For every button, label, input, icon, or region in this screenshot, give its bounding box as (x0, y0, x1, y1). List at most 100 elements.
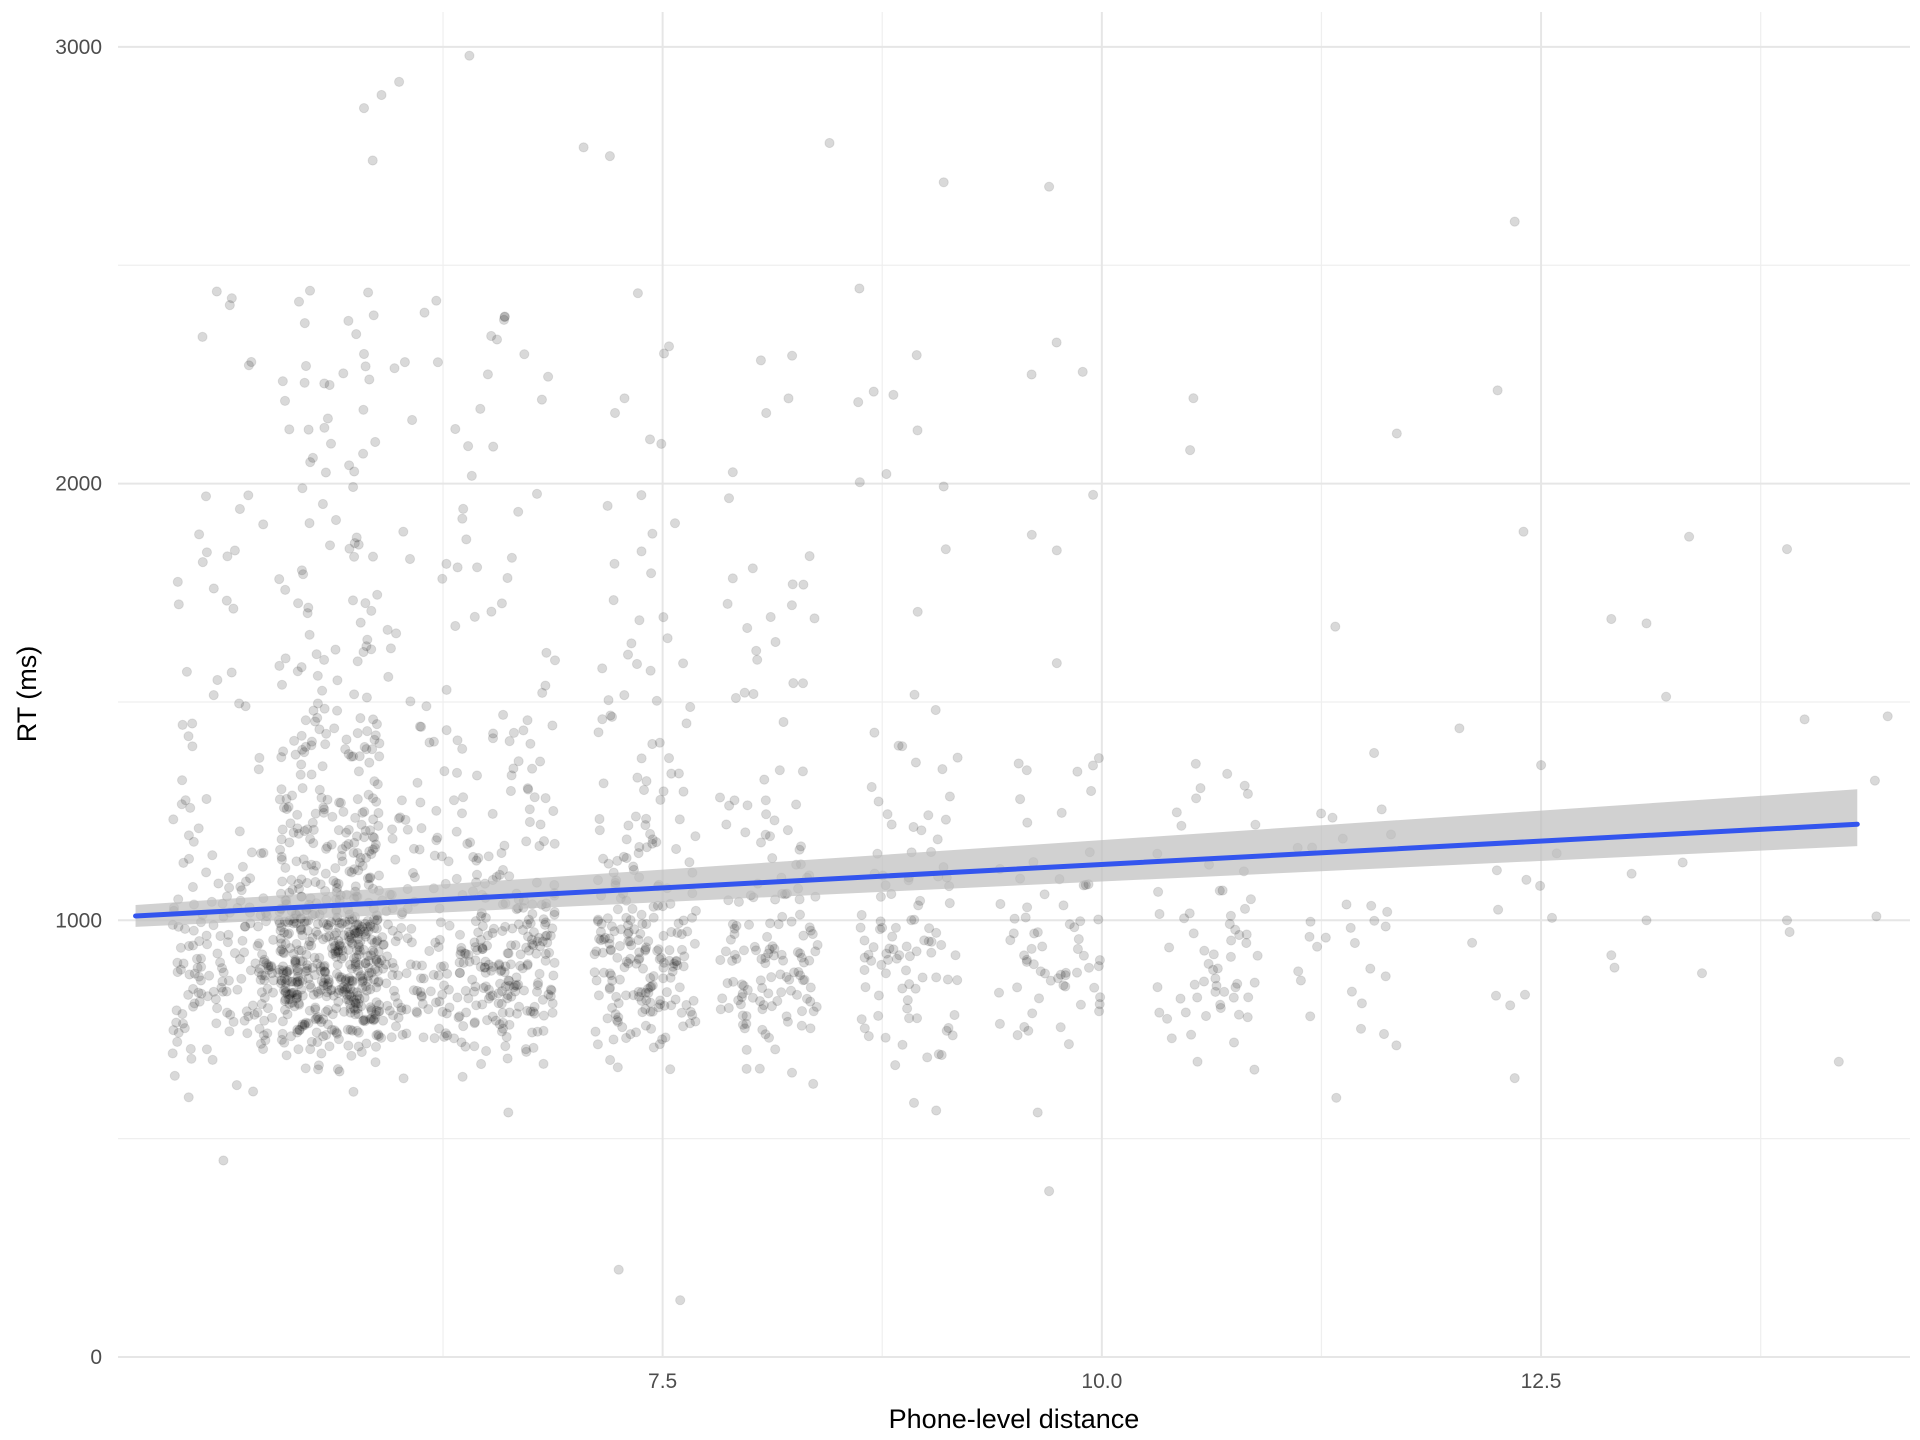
data-point (854, 477, 865, 488)
data-point (471, 855, 482, 866)
data-point (1252, 950, 1263, 961)
data-point (341, 983, 352, 994)
data-point (181, 666, 192, 677)
data-point (534, 968, 545, 980)
data-point (356, 819, 367, 830)
data-point (418, 1032, 429, 1043)
data-point (796, 952, 807, 963)
data-point (222, 551, 233, 562)
data-point (482, 930, 493, 941)
data-point (330, 514, 342, 526)
data-point (528, 940, 539, 951)
data-point (201, 547, 212, 558)
data-point (372, 589, 383, 600)
data-point (336, 983, 347, 994)
data-point (366, 848, 377, 860)
data-point (312, 918, 323, 930)
data-point (881, 948, 892, 959)
data-point (1023, 1025, 1034, 1036)
data-point (261, 958, 272, 969)
data-point (302, 824, 313, 835)
data-point (360, 981, 372, 992)
data-point (197, 557, 208, 568)
data-point (278, 802, 290, 813)
data-point (414, 844, 425, 855)
data-point (294, 1024, 305, 1036)
data-point (336, 953, 347, 964)
data-point (1162, 1013, 1173, 1024)
data-point (457, 743, 468, 755)
data-point (729, 795, 740, 806)
data-point (282, 975, 293, 986)
data-point (1295, 975, 1307, 986)
data-point (1028, 959, 1039, 970)
data-point (532, 980, 543, 991)
data-point (311, 649, 322, 660)
data-point (521, 836, 532, 847)
data-point (280, 977, 291, 989)
data-point (401, 1028, 412, 1039)
data-point (770, 636, 781, 648)
data-point (297, 483, 308, 494)
data-point (344, 973, 355, 984)
data-point (262, 1028, 273, 1039)
data-point (940, 544, 951, 555)
data-point (359, 806, 370, 817)
data-point (1154, 1007, 1165, 1018)
data-point (539, 919, 551, 931)
data-point (646, 981, 657, 992)
data-point (250, 958, 261, 969)
data-point (357, 975, 369, 987)
data-point (621, 956, 632, 967)
data-point (596, 918, 607, 930)
data-point (741, 1063, 752, 1075)
data-point (1089, 982, 1100, 993)
data-point (469, 1018, 480, 1029)
data-point (345, 1003, 356, 1014)
data-point (363, 789, 374, 800)
data-point (531, 986, 543, 997)
data-point (284, 989, 295, 1000)
data-point (300, 1063, 311, 1074)
data-point (508, 727, 520, 739)
data-point (769, 943, 780, 954)
data-point (275, 925, 286, 936)
data-point (224, 1026, 235, 1037)
data-point (300, 1017, 311, 1028)
data-point (1077, 366, 1088, 377)
data-point (187, 741, 198, 752)
data-point (370, 1009, 381, 1020)
data-point (277, 1016, 288, 1027)
data-point (310, 716, 321, 727)
data-point (931, 972, 942, 983)
data-point (194, 529, 205, 540)
data-point (260, 1035, 271, 1046)
y-tick-label: 1000 (55, 909, 102, 932)
data-point (609, 407, 621, 419)
data-point (799, 974, 810, 986)
data-point (237, 935, 248, 946)
data-point (1078, 950, 1090, 961)
data-point (1228, 1037, 1240, 1048)
data-point (1058, 980, 1069, 991)
data-point (352, 990, 363, 1001)
data-point (497, 925, 508, 937)
data-point (234, 954, 246, 965)
data-point (316, 792, 327, 803)
data-point (368, 814, 379, 825)
data-point (258, 519, 269, 530)
data-point (312, 958, 323, 969)
data-point (296, 565, 307, 576)
data-point (344, 989, 355, 1000)
data-point (736, 992, 747, 1003)
data-point (406, 923, 417, 934)
data-point (881, 468, 892, 480)
data-point (293, 878, 304, 890)
data-point (208, 583, 219, 594)
data-point (729, 923, 740, 934)
data-point (292, 967, 303, 978)
data-point (911, 350, 922, 361)
data-point (287, 790, 298, 801)
data-point (349, 689, 360, 700)
data-point (1320, 932, 1331, 943)
